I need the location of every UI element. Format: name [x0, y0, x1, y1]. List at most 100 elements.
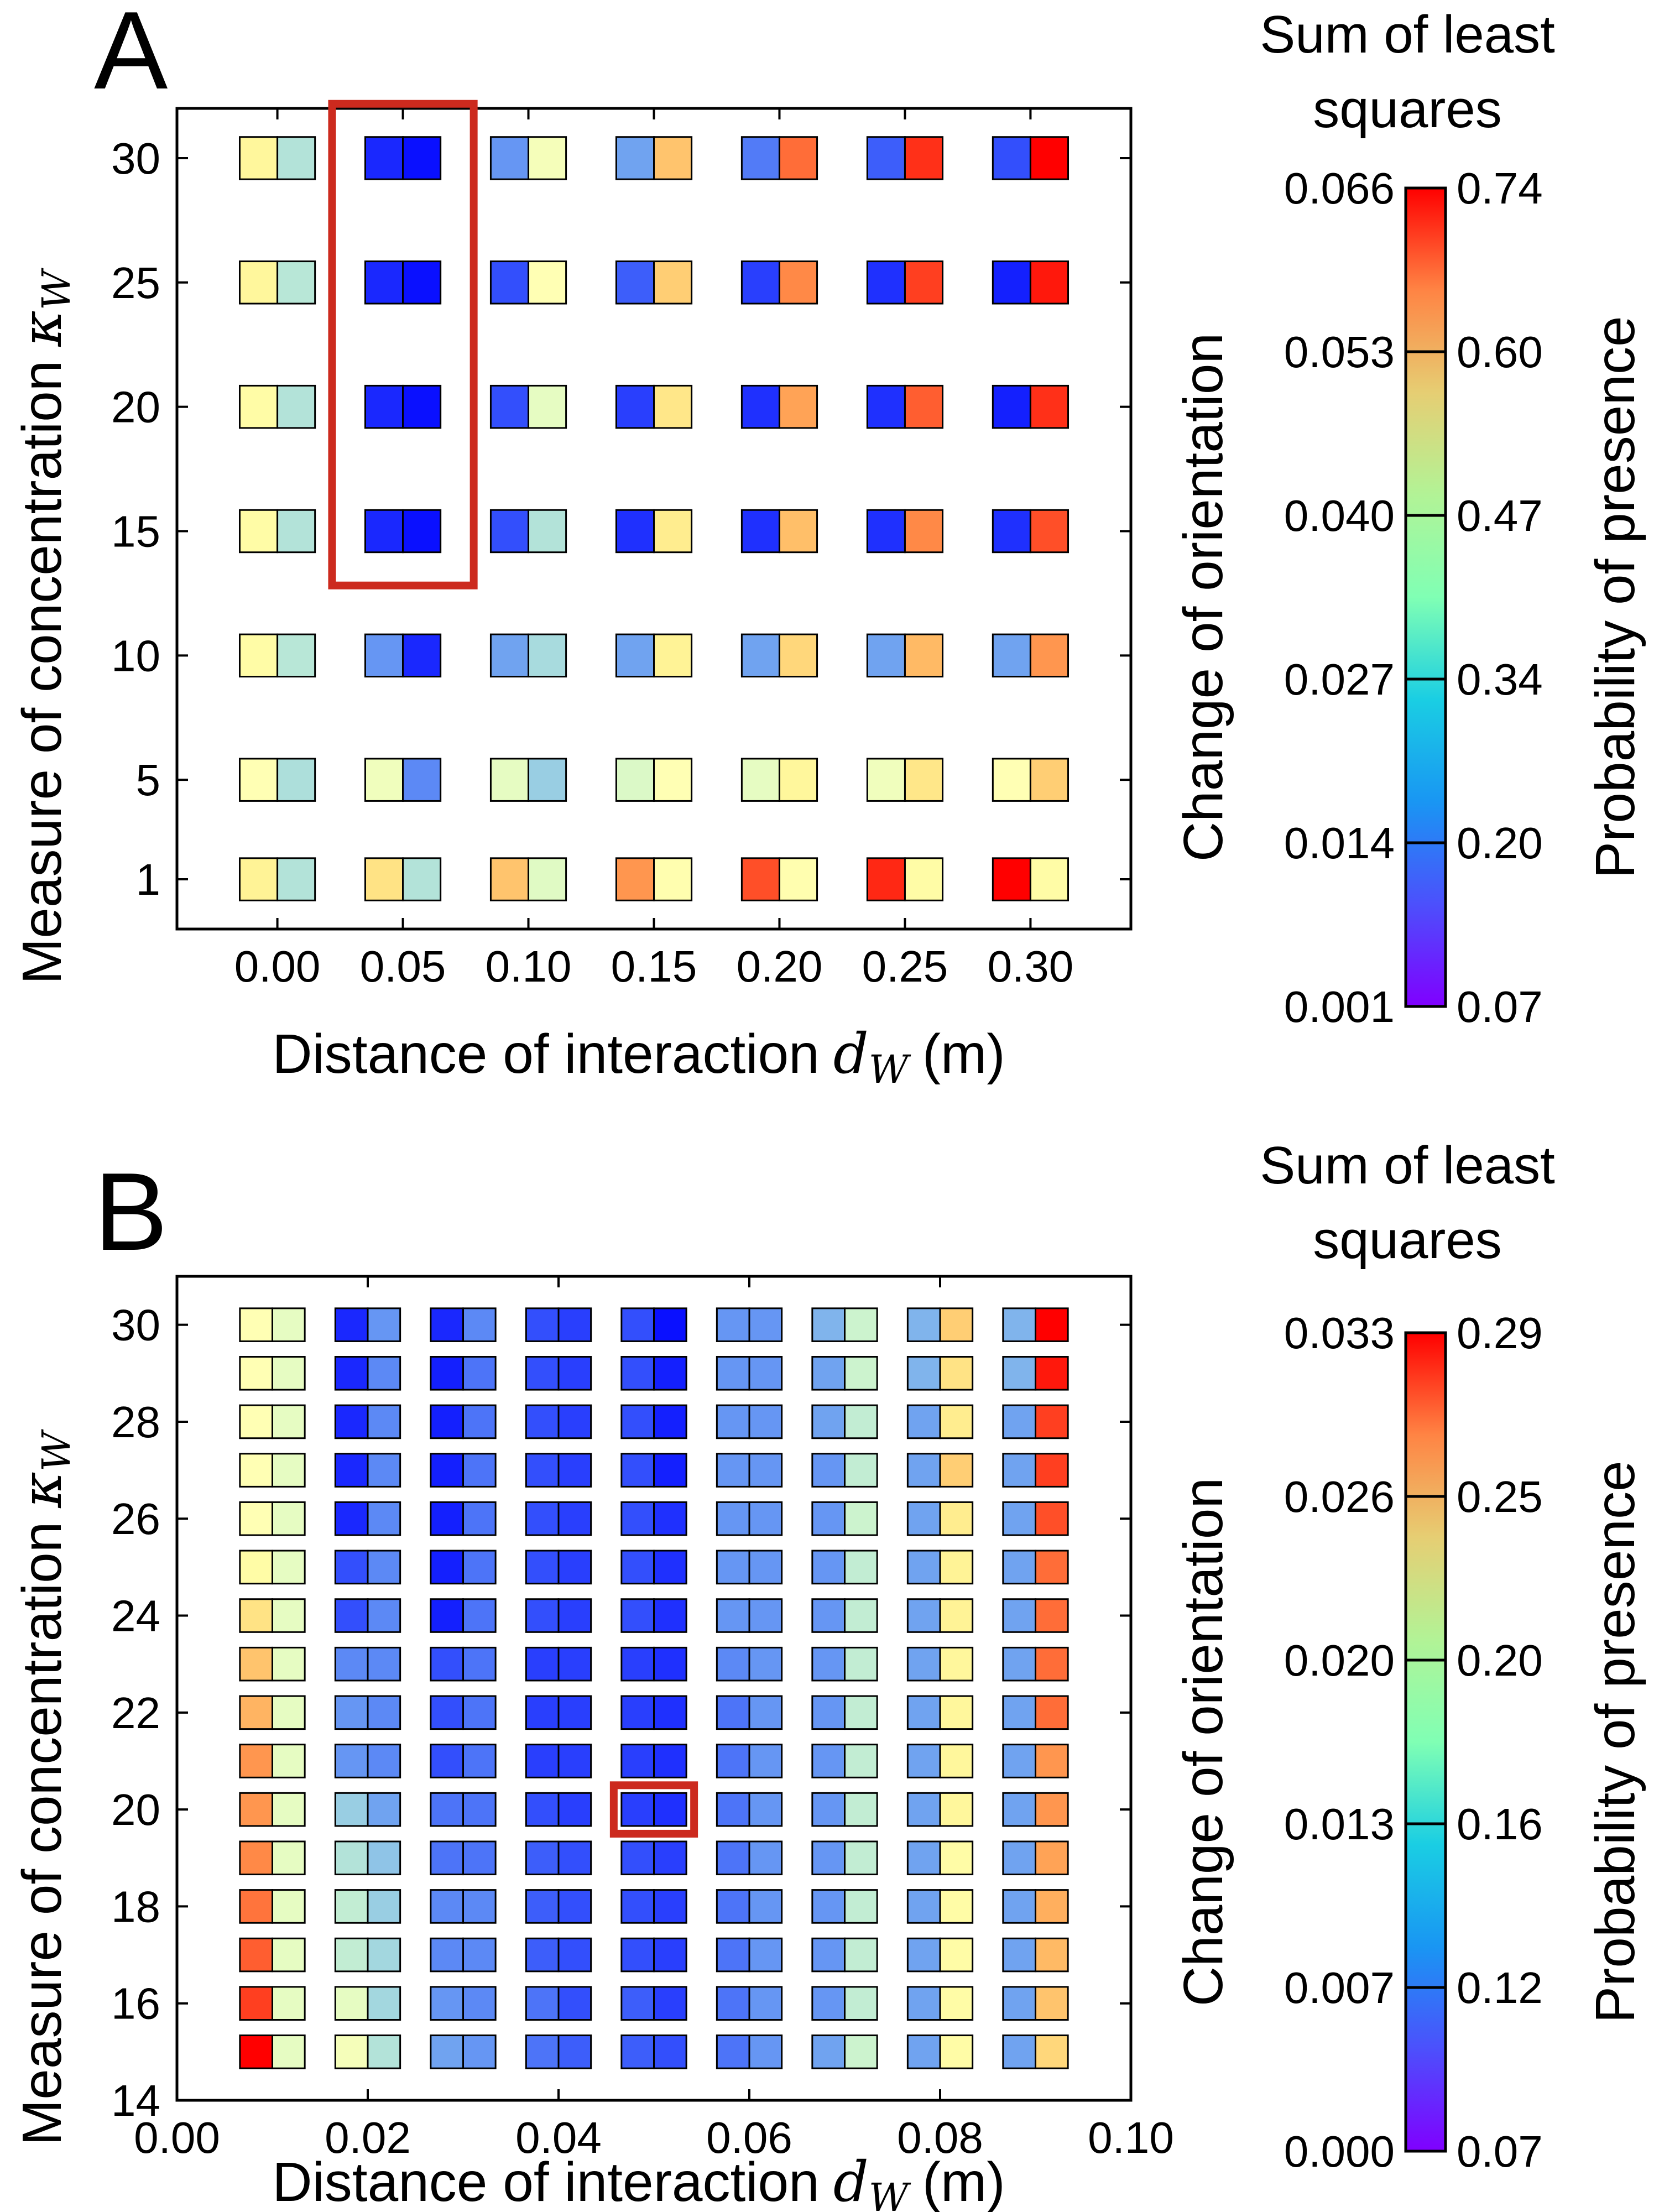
- panel-a-cell-orientation-0.05-15: [364, 509, 404, 554]
- panel-b-ytick-label: 30: [111, 1301, 160, 1350]
- panel-b-colorbar-right-tick: 0.12: [1457, 1963, 1543, 2012]
- panel-b-cell-presence-0.02-19: [367, 1840, 401, 1876]
- panel-b-cell-presence-0.02-26: [367, 1501, 401, 1536]
- panel-b-cell-presence-0.09-27: [1035, 1453, 1069, 1488]
- panel-a-cell-presence-0.15-25: [653, 260, 693, 305]
- panel-b-cell-orientation-0.07-16: [811, 1986, 846, 2021]
- panel-b-cell-presence-0.08-23: [939, 1646, 974, 1682]
- panel-b-cell-orientation-0.04-18: [525, 1889, 560, 1924]
- panel-b-cell-orientation-0.08-30: [906, 1307, 941, 1342]
- panel-b-cell-orientation-0.06-28: [716, 1404, 750, 1439]
- panel-b-cell-orientation-0.01-17: [239, 1937, 274, 1973]
- panel-b-cell-orientation-0.02-18: [334, 1889, 369, 1924]
- panel-a-cell-presence-0.05-10: [402, 633, 442, 678]
- panel-a-cell-presence-0.15-10: [653, 633, 693, 678]
- panel-b-cell-orientation-0.04-21: [525, 1744, 560, 1778]
- panel-b-cell-orientation-0.05-21: [620, 1744, 655, 1778]
- panel-b-cell-orientation-0.03-26: [430, 1501, 464, 1536]
- panel-a-xtick-label: 0.05: [360, 942, 446, 991]
- panel-a-cell-presence-0-1: [276, 857, 316, 901]
- panel-a-cell-orientation-0.25-25: [866, 260, 906, 305]
- panel-b-cell-orientation-0.08-25: [906, 1550, 941, 1585]
- panel-b-cell-presence-0.03-20: [462, 1792, 497, 1827]
- panel-a-xtick-label: 0.20: [737, 942, 823, 991]
- panel-b-cell-orientation-0.07-15: [811, 2034, 846, 2069]
- panel-a-cell-orientation-0.1-25: [489, 260, 530, 305]
- panel-a-cell-presence-0-15: [276, 509, 316, 554]
- panel-b-cell-presence-0.05-26: [653, 1501, 687, 1536]
- panel-b-cell-orientation-0.01-30: [239, 1307, 274, 1342]
- panel-b-colorbar-right-label: Probability of presence: [1584, 1460, 1646, 2023]
- panel-b-ytick-label: 18: [111, 1882, 160, 1931]
- panel-b-cell-presence-0.01-18: [272, 1889, 306, 1924]
- panel-b-cell-presence-0.07-17: [844, 1937, 878, 1973]
- panel-b-cell-orientation-0.04-15: [525, 2034, 560, 2069]
- panel-b-cell-orientation-0.07-29: [811, 1355, 846, 1391]
- panel-b-cell-presence-0.03-28: [462, 1404, 497, 1439]
- panel-b-cell-presence-0.02-17: [367, 1937, 401, 1973]
- panel-b-cell-presence-0.06-22: [748, 1695, 783, 1730]
- panel-a-xtick-label: 0.10: [486, 942, 572, 991]
- panel-b-cell-presence-0.05-24: [653, 1598, 687, 1633]
- panel-a-cell-presence-0.2-15: [778, 509, 818, 554]
- panel-b-cell-presence-0.07-16: [844, 1986, 878, 2021]
- panel-b-cell-orientation-0.07-26: [811, 1501, 846, 1536]
- panel-b-cell-orientation-0.03-23: [430, 1646, 464, 1682]
- panel-b-cell-orientation-0.03-15: [430, 2034, 464, 2069]
- panel-b-cell-presence-0.05-23: [653, 1646, 687, 1682]
- panel-b-cell-presence-0.03-30: [462, 1307, 497, 1342]
- panel-a-cell-presence-0.25-10: [904, 633, 944, 678]
- panel-b-cell-presence-0.07-21: [844, 1744, 878, 1778]
- panel-a-colorbar-right-tick: 0.60: [1457, 327, 1543, 377]
- panel-a-cell-orientation-0.2-20: [740, 384, 780, 429]
- panel-b-cell-orientation-0.03-18: [430, 1889, 464, 1924]
- panel-b-cell-presence-0.03-26: [462, 1501, 497, 1536]
- panel-b-cell-orientation-0.02-27: [334, 1453, 369, 1488]
- panel-b-cell-presence-0.04-29: [557, 1355, 592, 1391]
- panel-b-cell-orientation-0.06-29: [716, 1355, 750, 1391]
- panel-b-cell-orientation-0.08-17: [906, 1937, 941, 1973]
- panel-a-colorbar-right-label: Probability of presence: [1584, 316, 1646, 878]
- panel-b-cell-presence-0.03-16: [462, 1986, 497, 2021]
- panel-b-cell-orientation-0.06-16: [716, 1986, 750, 2021]
- panel-a-cell-orientation-0.3-15: [992, 509, 1031, 554]
- panel-b-cell-orientation-0.03-19: [430, 1840, 464, 1876]
- panel-b-cell-orientation-0.03-25: [430, 1550, 464, 1585]
- panel-a-cell-orientation-0.2-10: [740, 633, 780, 678]
- panel-a-cell-orientation-0.3-5: [992, 758, 1031, 802]
- panel-a-cell-orientation-0.05-25: [364, 260, 404, 305]
- panel-b-cell-presence-0.03-18: [462, 1889, 497, 1924]
- panel-a-cell-presence-0.3-5: [1029, 758, 1070, 802]
- panel-b-cell-presence-0.04-30: [557, 1307, 592, 1342]
- panel-b-cell-orientation-0.03-22: [430, 1695, 464, 1730]
- panel-b-cell-orientation-0.03-28: [430, 1404, 464, 1439]
- panel-a-cell-presence-0.05-1: [402, 857, 442, 901]
- panel-a-xtick-label: 0.25: [862, 942, 948, 991]
- panel-b-cell-orientation-0.09-18: [1002, 1889, 1036, 1924]
- panel-b-colorbar-left-tick: 0.007: [1284, 1963, 1395, 2012]
- panel-a-cell-presence-0.05-30: [402, 136, 442, 180]
- panel-b-cell-presence-0.03-15: [462, 2034, 497, 2069]
- panel-b-cell-presence-0.05-15: [653, 2034, 687, 2069]
- panel-b-ytick-label: 24: [111, 1592, 160, 1641]
- panel-b-cell-orientation-0.03-24: [430, 1598, 464, 1633]
- panel-b-cell-orientation-0.05-20: [620, 1792, 655, 1827]
- panel-b-cell-orientation-0.04-20: [525, 1792, 560, 1827]
- panel-a-colorbar-right-tick: 0.34: [1457, 655, 1543, 704]
- panel-a-cell-orientation-0.05-10: [364, 633, 404, 678]
- panel-b-cell-orientation-0.06-19: [716, 1840, 750, 1876]
- panel-a-ytick-label: 1: [136, 855, 161, 904]
- panel-b-cell-orientation-0.07-25: [811, 1550, 846, 1585]
- panel-b-colorbar: Sum of least squares 0.000 0.07 0.007 0.12 0…: [1172, 1136, 1646, 2176]
- panel-b-cell-orientation-0.01-23: [239, 1646, 274, 1682]
- panel-b-cell-orientation-0.06-24: [716, 1598, 750, 1633]
- panel-b-cell-presence-0.01-19: [272, 1840, 306, 1876]
- panel-a-cell-orientation-0-25: [238, 260, 279, 305]
- panel-b-cell-orientation-0.09-29: [1002, 1355, 1036, 1391]
- panel-b-cell-orientation-0.09-21: [1002, 1744, 1036, 1778]
- panel-b-cell-presence-0.08-24: [939, 1598, 974, 1633]
- panel-b-cell-presence-0.04-20: [557, 1792, 592, 1827]
- panel-a-y-axis-label: Measure of concentrationκW: [9, 268, 79, 984]
- panel-b-cell-orientation-0.08-18: [906, 1889, 941, 1924]
- panel-b-cell-orientation-0.05-18: [620, 1889, 655, 1924]
